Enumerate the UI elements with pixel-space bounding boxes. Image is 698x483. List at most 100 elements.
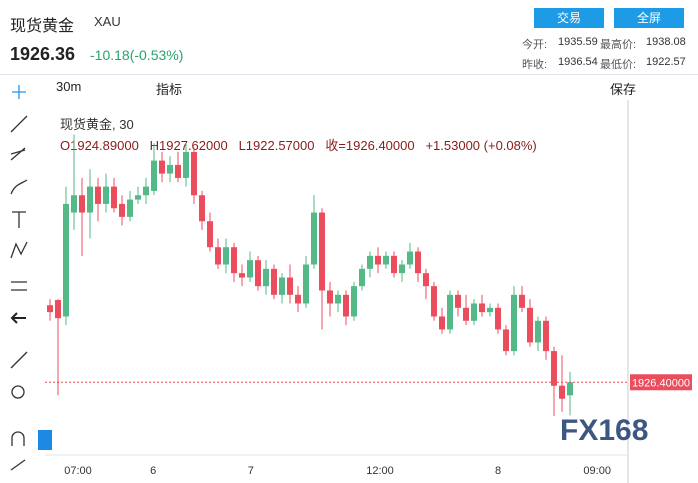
candle-body [527,307,533,343]
legend-close: 收=1926.40000 [325,138,415,153]
legend-change: +1.53000 (+0.08%) [425,138,537,153]
candle-body [271,268,277,295]
candle-body [95,186,101,204]
symbol: XAU [94,14,121,29]
divider [0,74,698,75]
candle-body [191,151,197,196]
stat-label: 昨收: [522,59,548,71]
candle-body [511,294,517,352]
candle-body [447,294,453,330]
candle-body [559,385,565,399]
legend-ohlc: O1924.89000 H1927.62000 L1922.57000 收=19… [60,135,537,154]
candle-body [415,251,421,274]
candle-body [295,294,301,304]
candle-body [183,151,189,178]
candle-body [263,268,269,287]
candle-body [407,251,413,265]
candle-body [551,351,557,386]
candle-body [399,264,405,274]
x-tick-label: 12:00 [366,465,394,477]
candle-body [303,264,309,304]
candle-body [279,277,285,295]
candle-body [223,247,229,265]
stat-label: 最高价: [600,39,637,51]
candle-body [87,186,93,213]
legend-low: L1922.57000 [238,138,315,153]
candle-body [535,320,541,343]
candle-body [343,294,349,317]
candle-body [439,316,445,330]
candle-body [327,290,333,304]
candle-body [239,273,245,278]
candle-body [47,305,53,313]
candle-body [367,255,373,269]
candle-body [567,382,573,396]
candle-body [543,320,549,352]
candle-body [471,303,477,321]
candle-body [151,160,157,191]
candle-body [231,247,237,274]
candle-body [247,260,253,278]
candle-body [455,294,461,308]
candle-body [111,186,117,209]
stat-value: 1935.59 [558,36,598,48]
x-tick-label: 6 [150,465,156,477]
candle-body [383,255,389,265]
x-tick-label: 09:00 [583,465,611,477]
stat-label: 今开: [522,39,548,51]
candle-body [519,294,525,308]
candle-body [319,212,325,291]
candle-body [167,164,173,174]
left-toolbar [10,85,52,471]
change: -10.18(-0.53%) [90,47,184,63]
candle-body [287,277,293,295]
last-price-tag [630,374,692,391]
candle-body [119,203,125,217]
interval[interactable]: 30m [56,79,82,94]
candle-body [63,203,69,317]
watermark: FX168 [560,414,648,447]
save[interactable]: 保存 [610,82,637,97]
x-tick-label: 07:00 [64,465,92,477]
stat-label: 最低价: [600,59,637,71]
candle-body [503,329,509,352]
fullscreen-button[interactable]: 全屏 [614,8,684,28]
candle-body [127,199,133,217]
indicators[interactable]: 指标 [156,82,183,97]
candle-body [159,160,165,174]
candle-body [103,186,109,204]
candle-body [143,186,149,196]
price: 1926.36 [10,44,76,64]
legend-open: O1924.89000 [60,138,139,153]
candle-body [391,255,397,274]
candle-body [311,212,317,265]
candle-body [487,307,493,313]
candle-body [479,303,485,313]
candle-body [255,260,261,287]
candle-body [55,300,61,319]
candle-body [351,286,357,317]
candle-body [79,195,85,213]
last-price-label: 1926.40000 [632,377,690,389]
candle-body [495,307,501,330]
stat-value: 1922.57 [646,56,686,68]
stat-value: 1938.08 [646,36,686,48]
candle-body [335,294,341,304]
candle-body [175,164,181,178]
legend-name: 现货黄金, 30 [60,117,134,132]
candle-body [71,195,77,213]
candle-body [375,255,381,265]
candle-body [431,286,437,317]
candle-body [207,221,213,248]
candle-body [199,195,205,222]
stat-value: 1936.54 [558,56,598,68]
candle-body [423,273,429,287]
trade-button[interactable]: 交易 [534,8,604,28]
title: 现货黄金 [10,18,75,35]
candle-body [215,247,221,265]
candle-body [359,268,365,287]
x-tick-label: 8 [495,465,501,477]
legend-high: H1927.62000 [149,138,228,153]
